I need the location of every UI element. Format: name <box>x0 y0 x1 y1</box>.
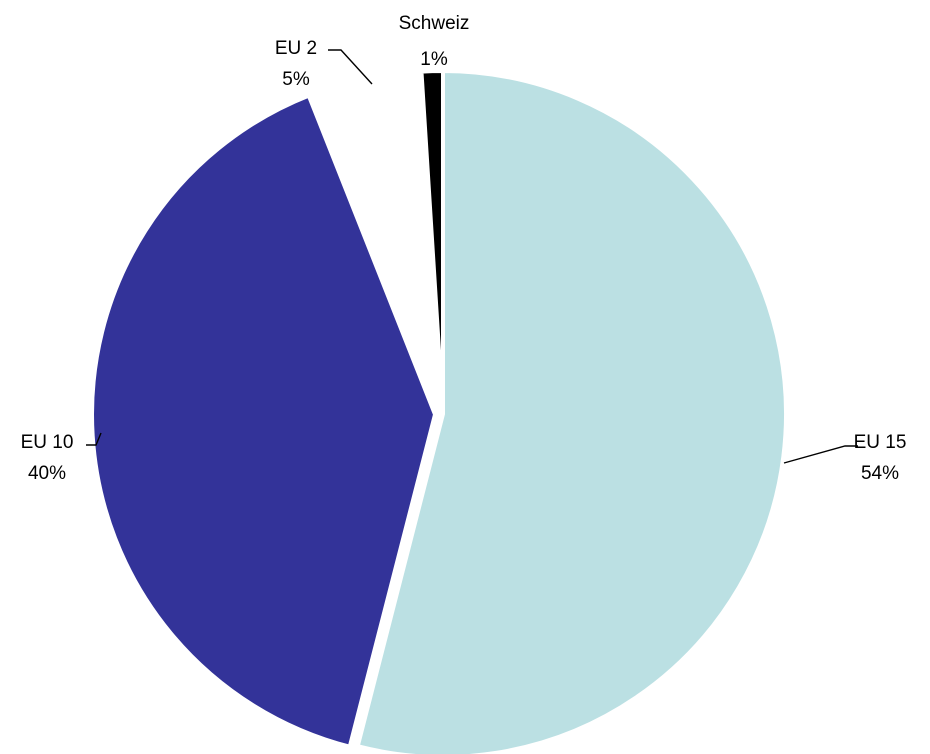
pie-slice-eu-15 <box>355 68 788 754</box>
data-label-value-schweiz: 1% <box>420 49 448 70</box>
pie-slice-eu-10 <box>90 92 438 750</box>
data-label-value-eu-10: 40% <box>28 463 66 484</box>
data-label-value-eu-2: 5% <box>282 69 310 90</box>
data-label-name-eu-15: EU 15 <box>854 432 907 453</box>
data-label-name-schweiz: Schweiz <box>399 13 470 34</box>
pie-slices <box>90 68 788 754</box>
pie-slice-schweiz <box>419 68 445 415</box>
leader-lines <box>86 49 858 464</box>
data-label-name-eu-10: EU 10 <box>21 432 74 453</box>
data-label-name-eu-2: EU 2 <box>275 38 317 59</box>
leader-line-eu-15 <box>783 445 858 464</box>
leader-line-eu-2 <box>328 49 373 85</box>
data-labels: EU 15 54% EU 10 40% EU 2 5% Schweiz 1% <box>21 13 907 484</box>
data-label-value-eu-15: 54% <box>861 463 899 484</box>
leader-line-eu-10 <box>86 432 102 446</box>
